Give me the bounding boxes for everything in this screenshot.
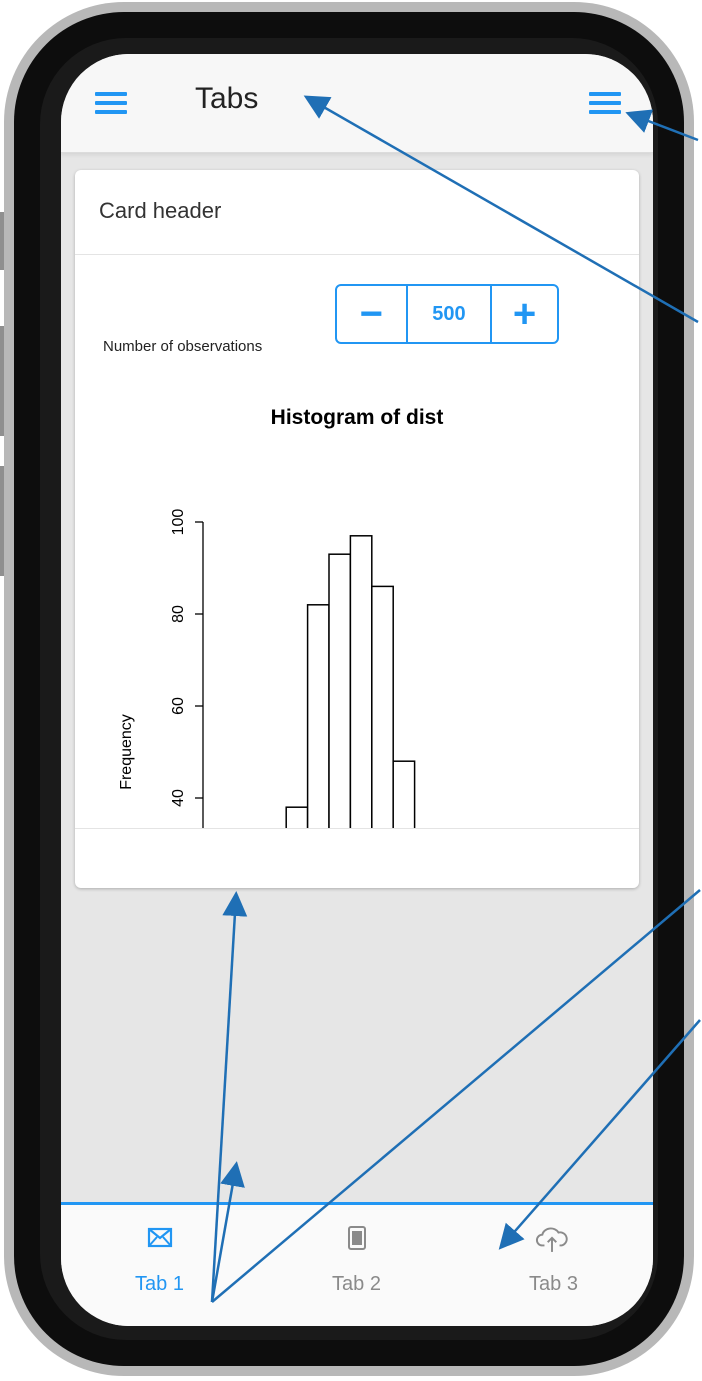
y-tick-label: 40 [170,789,187,807]
card-footer [75,828,639,888]
y-tick-label: 80 [170,605,187,623]
right-menu-icon[interactable] [589,92,621,114]
tab-3[interactable]: Tab 3 [455,1205,652,1326]
observations-label: Number of observations [103,338,263,355]
envelope-icon [147,1227,173,1248]
histogram-bar [285,806,309,828]
histogram-bar [306,604,330,828]
bottom-tab-bar: Tab 1 Tab 2 Tab 3 [61,1202,653,1326]
histogram-chart: 020406080100-2024distFrequency [118,509,416,828]
page-title: Tabs [195,82,259,115]
tab-3-label: Tab 3 [529,1273,578,1295]
histogram-bar [392,760,416,828]
tab-2-label: Tab 2 [332,1273,381,1295]
histogram-bar [371,585,394,828]
tab-2[interactable]: Tab 2 [258,1205,455,1326]
histogram-bar [349,535,373,828]
phone-screen: Tabs Card header Number of observations … [61,54,653,1326]
cloud-upload-icon [536,1227,568,1252]
tab-1[interactable]: Tab 1 [61,1205,258,1326]
y-axis-label: Frequency [118,714,135,790]
chart-title: Histogram of dist [270,406,444,429]
tab-1-label: Tab 1 [135,1273,184,1295]
y-tick-label: 100 [170,509,187,536]
histogram-bar [328,553,352,828]
document-icon [348,1226,366,1250]
left-menu-icon[interactable] [95,92,127,114]
content-card: Card header Number of observations − 500… [75,170,639,888]
top-navbar: Tabs [61,54,653,153]
card-header-title: Card header [99,198,222,223]
y-tick-label: 60 [170,697,187,715]
